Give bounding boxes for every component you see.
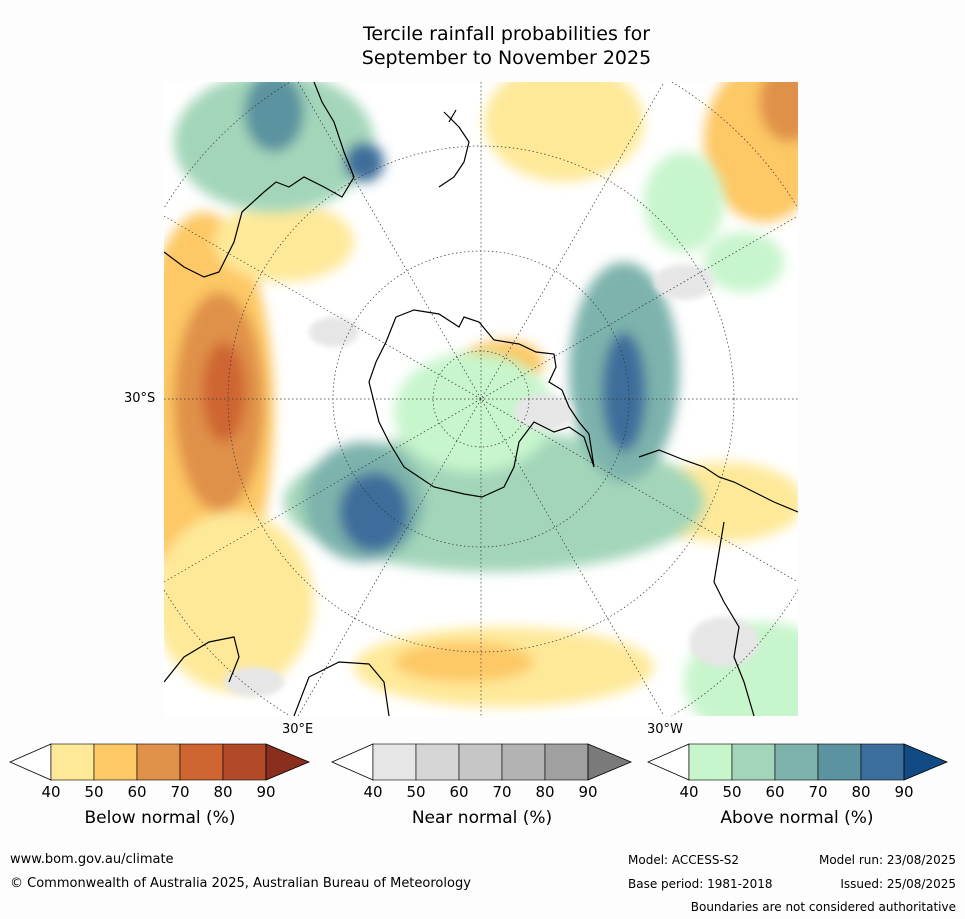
footer-model-run: Model run: 23/08/2025	[818, 853, 956, 867]
colorbar-tick-label: 70	[492, 783, 512, 801]
map-title: Tercile rainfall probabilities for Septe…	[0, 22, 965, 70]
colorbar-extend-low	[647, 743, 690, 781]
colorbar-segment	[817, 743, 862, 781]
australia-coastline	[164, 82, 355, 278]
colorbar-segment	[93, 743, 138, 781]
title-line-2: September to November 2025	[361, 47, 652, 69]
colorbar-tick-label: 90	[578, 783, 598, 801]
footer-base-period: Base period: 1981-2018	[628, 877, 773, 891]
colorbar-segment	[860, 743, 905, 781]
colorbar-segment	[688, 743, 733, 781]
footer-disclaimer: Boundaries are not considered authoritat…	[690, 900, 956, 914]
colorbar-tick-label: 90	[894, 783, 914, 801]
colorbar-segment	[458, 743, 503, 781]
colorbar-tick-label: 80	[535, 783, 555, 801]
colorbar-tick-label: 50	[722, 783, 742, 801]
colorbar-tick-label: 80	[213, 783, 233, 801]
colorbar-segment	[222, 743, 267, 781]
longitude-label-30e: 30°E	[282, 722, 314, 737]
colorbar-label-above: Above normal (%)	[720, 808, 874, 828]
colorbar-segment	[544, 743, 589, 781]
colorbar-segment	[415, 743, 460, 781]
colorbar-segment	[731, 743, 776, 781]
colorbar-near-normal	[331, 743, 633, 781]
colorbar-segment	[179, 743, 224, 781]
colorbar-tick-label: 40	[679, 783, 699, 801]
footer-issued: Issued: 25/08/2025	[840, 877, 956, 891]
colorbar-tick-label: 40	[41, 783, 61, 801]
colorbar-extend-low	[331, 743, 374, 781]
colorbar-tick-label: 60	[449, 783, 469, 801]
colorbar-extend-low	[9, 743, 52, 781]
graticule	[164, 82, 798, 716]
colorbar-tick-label: 70	[170, 783, 190, 801]
colorbar-above-normal	[647, 743, 949, 781]
colorbar-tick-label: 50	[406, 783, 426, 801]
colorbar-segment	[136, 743, 181, 781]
coastlines	[164, 82, 798, 716]
south-america-coastline	[638, 449, 798, 716]
colorbar-segment	[50, 743, 95, 781]
polar-map-canvas	[164, 82, 798, 716]
colorbar-tick-label: 90	[256, 783, 276, 801]
footer-copyright: © Commonwealth of Australia 2025, Austra…	[10, 876, 471, 891]
colorbar-extend-high	[265, 743, 311, 781]
footer-model: Model: ACCESS-S2	[628, 853, 740, 867]
colorbar-tick-label: 80	[851, 783, 871, 801]
colorbar-segment	[774, 743, 819, 781]
africa-coastline	[164, 636, 390, 716]
colorbar-label-below: Below normal (%)	[84, 808, 236, 828]
colorbar-extend-high	[903, 743, 949, 781]
footer-url: www.bom.gov.au/climate	[10, 852, 174, 867]
title-line-1: Tercile rainfall probabilities for	[362, 23, 651, 45]
latitude-circle	[227, 145, 735, 653]
colorbar-tick-label: 40	[363, 783, 383, 801]
colorbar-tick-label: 50	[84, 783, 104, 801]
colorbar-below-normal	[9, 743, 311, 781]
new-zealand-coastline	[438, 109, 470, 188]
colorbar-extend-high	[587, 743, 633, 781]
colorbar-segment	[372, 743, 417, 781]
colorbar-tick-label: 60	[127, 783, 147, 801]
longitude-label-30w: 30°W	[647, 722, 683, 737]
polar-map	[164, 82, 798, 716]
colorbar-tick-label: 70	[808, 783, 828, 801]
antarctica-coastline	[368, 309, 595, 498]
colorbar-label-near: Near normal (%)	[411, 808, 553, 828]
probability-field	[164, 82, 798, 716]
colorbar-segment	[501, 743, 546, 781]
colorbar-tick-label: 60	[765, 783, 785, 801]
latitude-label-30s: 30°S	[124, 391, 156, 406]
